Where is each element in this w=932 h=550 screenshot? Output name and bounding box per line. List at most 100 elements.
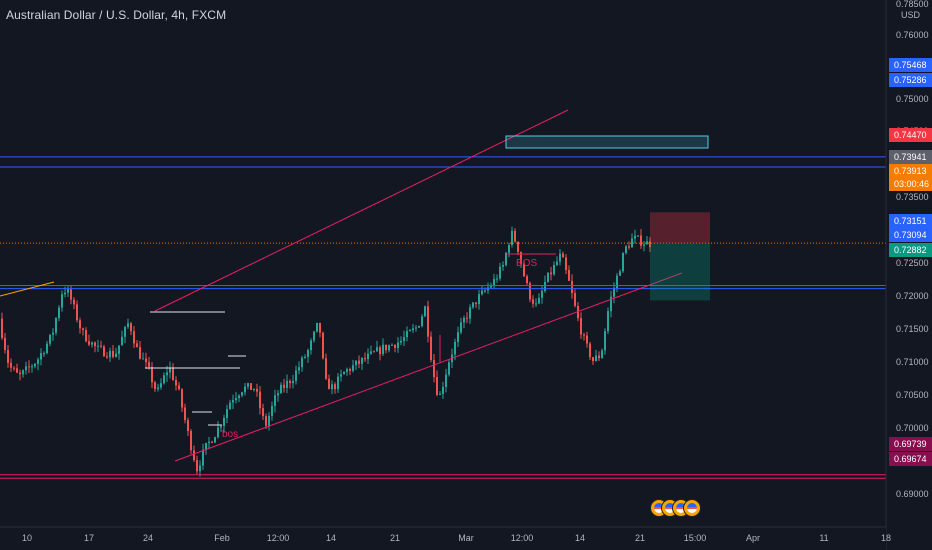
- candle-body: [250, 383, 252, 390]
- price-tick-label: 0.72500: [896, 258, 929, 268]
- candle-body: [319, 322, 321, 333]
- candle-body: [64, 292, 66, 295]
- candle-body: [538, 297, 540, 304]
- candle-body: [322, 332, 324, 359]
- candle-body: [229, 402, 231, 410]
- candle-body: [142, 358, 144, 360]
- candle-body: [442, 386, 444, 394]
- candle-body: [259, 391, 261, 409]
- candle-body: [382, 344, 384, 355]
- candle-body: [178, 385, 180, 390]
- candle-body: [31, 366, 33, 368]
- candle-body: [400, 340, 402, 343]
- candle-body: [19, 372, 21, 375]
- bos-label: bos: [222, 429, 238, 440]
- economic-events[interactable]: [650, 499, 701, 517]
- candle-body: [499, 266, 501, 279]
- candle-body: [4, 337, 6, 350]
- candle-body: [118, 345, 120, 354]
- candles: [1, 226, 651, 477]
- candle-body: [598, 355, 600, 359]
- candle-body: [85, 329, 87, 342]
- candle-body: [550, 272, 552, 275]
- price-tag: [889, 128, 932, 142]
- candle-body: [637, 235, 639, 237]
- time-tick-label: 14: [575, 533, 585, 543]
- candle-body: [280, 384, 282, 394]
- candle-body: [430, 336, 432, 361]
- candle-body: [463, 317, 465, 323]
- candle-body: [187, 420, 189, 432]
- candle-body: [127, 323, 129, 328]
- candle-body: [199, 465, 201, 472]
- candle-body: [217, 427, 219, 438]
- currency-label: USD: [900, 10, 920, 20]
- price-tag: [889, 243, 932, 257]
- candle-body: [16, 368, 18, 373]
- candle-body: [625, 246, 627, 253]
- candle-body: [445, 374, 447, 387]
- candle-body: [325, 358, 327, 379]
- candle-body: [535, 303, 537, 305]
- candle-body: [160, 383, 162, 388]
- candle-body: [100, 345, 102, 347]
- candle-body: [283, 384, 285, 388]
- candle-body: [301, 357, 303, 368]
- candle-body: [634, 235, 636, 239]
- candle-body: [388, 345, 390, 351]
- candle-body: [310, 340, 312, 351]
- candle-body: [418, 326, 420, 328]
- candle-body: [97, 345, 99, 347]
- take-profit-zone: [650, 243, 710, 301]
- price-tick-label: 0.76000: [896, 30, 929, 40]
- price-tag: [889, 228, 932, 242]
- candle-body: [490, 285, 492, 288]
- candle-body: [175, 380, 177, 386]
- candle-body: [274, 395, 276, 406]
- candle-body: [616, 275, 618, 288]
- candle-body: [238, 395, 240, 399]
- plot-area: bos BOS: [0, 109, 886, 479]
- candle-body: [562, 253, 564, 258]
- candle-body: [244, 386, 246, 393]
- time-tick-label: 21: [635, 533, 645, 543]
- candle-body: [121, 336, 123, 346]
- candle-body: [163, 375, 165, 384]
- candle-body: [103, 346, 105, 357]
- candle-body: [166, 372, 168, 376]
- candle-body: [253, 388, 255, 390]
- candle-body: [115, 353, 117, 357]
- price-tag: [889, 452, 932, 466]
- candle-body: [547, 272, 549, 282]
- candle-body: [604, 331, 606, 351]
- candle-body: [46, 343, 48, 354]
- candle-body: [82, 328, 84, 330]
- candle-body: [403, 337, 405, 341]
- price-tag: [889, 214, 932, 228]
- candle-body: [589, 343, 591, 358]
- candle-body: [331, 384, 333, 390]
- us-flag-event-icon[interactable]: [683, 499, 701, 517]
- upper-channel-line: [154, 109, 569, 312]
- price-tag-label: 0.69674: [894, 454, 927, 464]
- price-tag-label: 0.73151: [894, 216, 927, 226]
- candle-body: [277, 393, 279, 396]
- candle-body: [628, 246, 630, 248]
- time-tick-label: 10: [22, 533, 32, 543]
- candle-body: [439, 393, 441, 395]
- candle-body: [181, 389, 183, 408]
- price-tag-label: 0.74470: [894, 130, 927, 140]
- candle-body: [514, 230, 516, 242]
- candle-body: [466, 317, 468, 319]
- candle-body: [214, 437, 216, 443]
- candle-body: [235, 398, 237, 401]
- order-block-box: [505, 135, 709, 149]
- candle-body: [385, 344, 387, 351]
- candle-body: [1, 318, 3, 338]
- candle-body: [211, 441, 213, 443]
- candle-body: [631, 238, 633, 248]
- candle-body: [592, 357, 594, 362]
